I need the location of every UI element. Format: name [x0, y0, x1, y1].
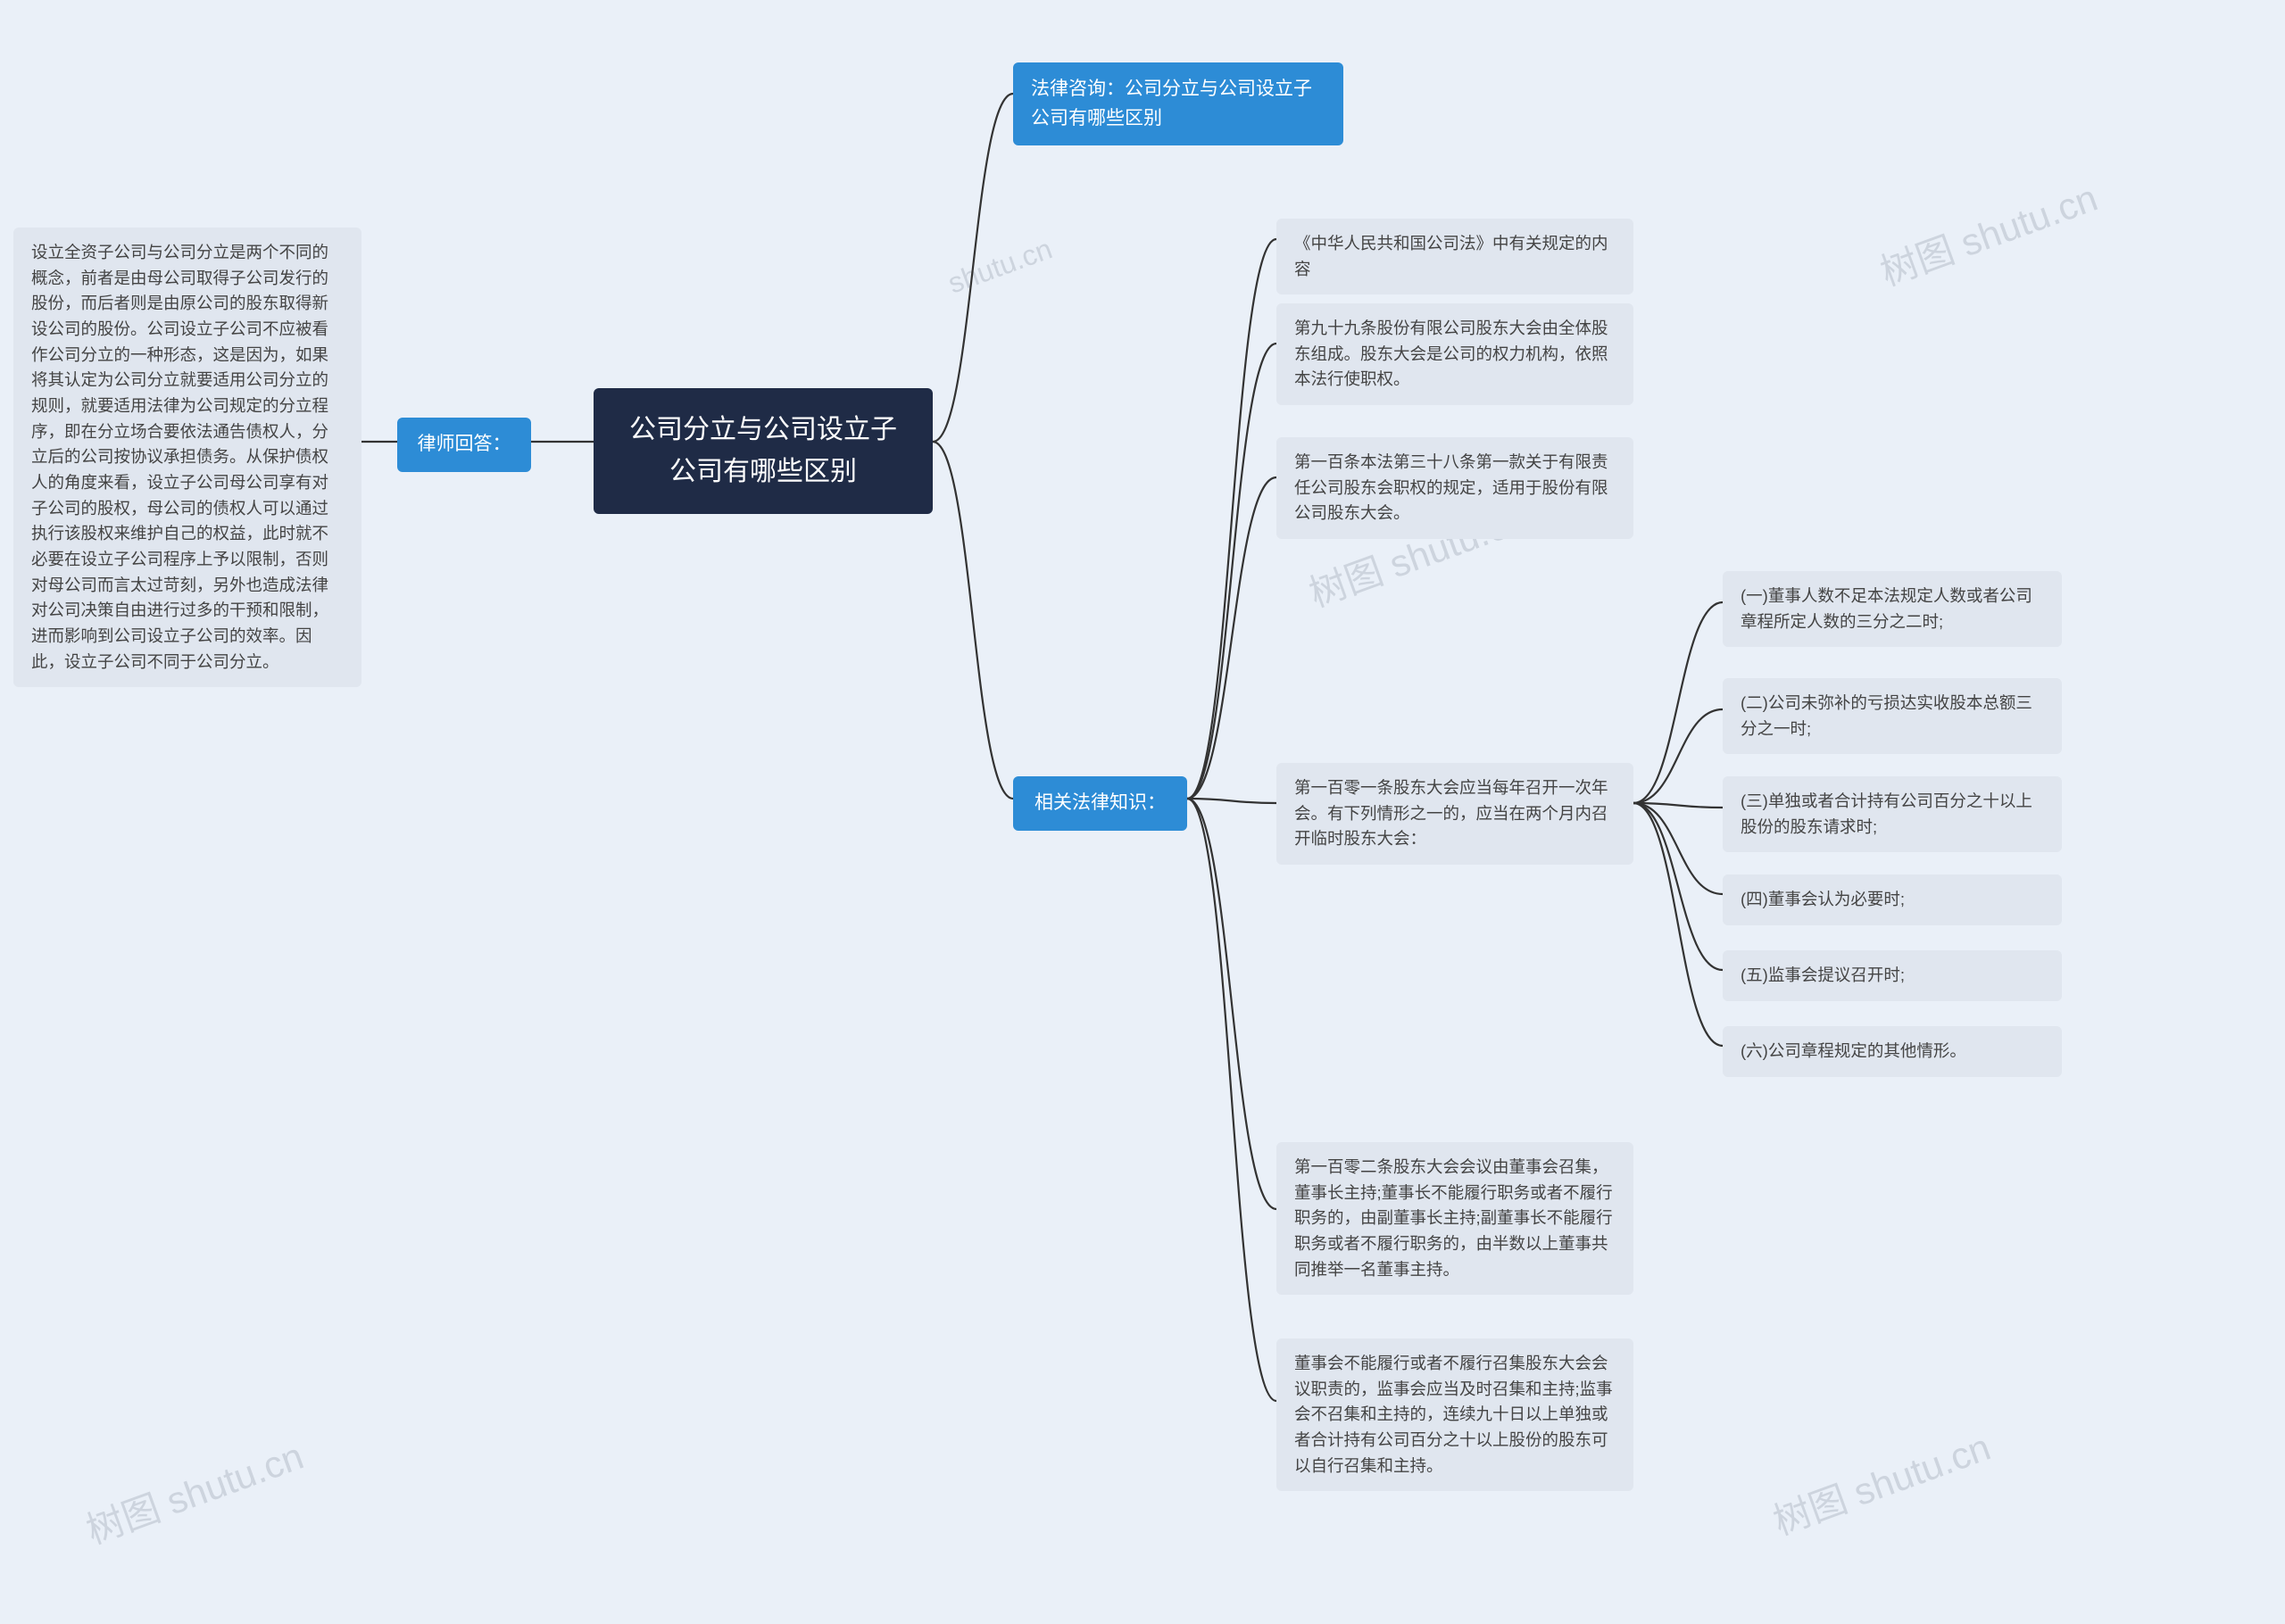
- watermark: shutu.cn: [943, 232, 1056, 300]
- lawyer-answer-text: 设立全资子公司与公司分立是两个不同的概念，前者是由母公司取得子公司发行的股份，而…: [13, 228, 361, 687]
- knowledge-item: 第一百条本法第三十八条第一款关于有限责任公司股东会职权的规定，适用于股份有限公司…: [1276, 437, 1633, 539]
- lawyer-answer-node: 律师回答：: [397, 418, 531, 472]
- knowledge-subitem: (五)监事会提议召开时;: [1723, 950, 2062, 1001]
- knowledge-item-4: 第一百零一条股东大会应当每年召开一次年会。有下列情形之一的，应当在两个月内召开临…: [1276, 763, 1633, 865]
- knowledge-item: 第九十九条股份有限公司股东大会由全体股东组成。股东大会是公司的权力机构，依照本法…: [1276, 303, 1633, 405]
- watermark: 树图 shutu.cn: [78, 1426, 310, 1554]
- watermark: 树图 shutu.cn: [1872, 168, 2104, 296]
- root-node: 公司分立与公司设立子公司有哪些区别: [594, 388, 933, 514]
- lawyer-answer-label: 律师回答：: [418, 434, 511, 454]
- root-text: 公司分立与公司设立子公司有哪些区别: [629, 415, 897, 486]
- knowledge-item: 董事会不能履行或者不履行召集股东大会会议职责的，监事会应当及时召集和主持;监事会…: [1276, 1338, 1633, 1491]
- knowledge-subitem: (六)公司章程规定的其他情形。: [1723, 1026, 2062, 1077]
- consult-label: 法律咨询：公司分立与公司设立子公司有哪些区别: [1031, 79, 1312, 128]
- watermark: 树图 shutu.cn: [1765, 1417, 1997, 1545]
- knowledge-subitem: (一)董事人数不足本法规定人数或者公司章程所定人数的三分之二时;: [1723, 571, 2062, 647]
- knowledge-item: 第一百零二条股东大会会议由董事会召集，董事长主持;董事长不能履行职务或者不履行职…: [1276, 1142, 1633, 1295]
- knowledge-label: 相关法律知识：: [1034, 792, 1166, 813]
- knowledge-item: 《中华人民共和国公司法》中有关规定的内容: [1276, 219, 1633, 294]
- knowledge-subitem: (三)单独或者合计持有公司百分之十以上股份的股东请求时;: [1723, 776, 2062, 852]
- knowledge-subitem: (四)董事会认为必要时;: [1723, 874, 2062, 925]
- knowledge-subitem: (二)公司未弥补的亏损达实收股本总额三分之一时;: [1723, 678, 2062, 754]
- knowledge-node: 相关法律知识：: [1013, 776, 1187, 831]
- consult-node: 法律咨询：公司分立与公司设立子公司有哪些区别: [1013, 62, 1343, 145]
